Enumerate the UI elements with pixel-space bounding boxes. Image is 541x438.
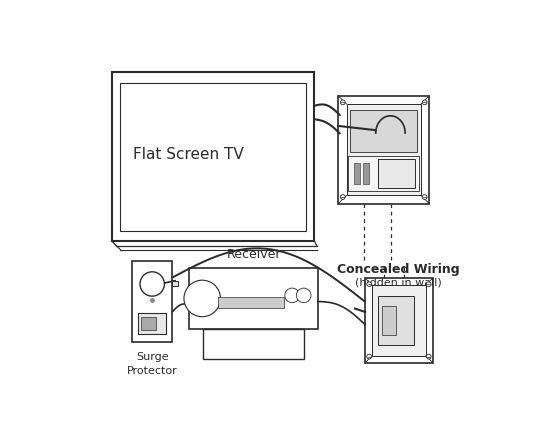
Circle shape bbox=[340, 101, 345, 106]
Bar bbox=[365, 279, 433, 363]
Bar bbox=[173, 281, 177, 287]
Bar bbox=[120, 84, 306, 231]
Text: Surge: Surge bbox=[136, 351, 168, 361]
Circle shape bbox=[367, 282, 372, 287]
Bar bbox=[354, 164, 360, 184]
Bar bbox=[338, 96, 430, 204]
Circle shape bbox=[423, 101, 427, 106]
Bar bbox=[132, 261, 173, 343]
Text: Protector: Protector bbox=[127, 366, 177, 375]
Bar bbox=[217, 297, 285, 308]
Circle shape bbox=[423, 195, 427, 200]
Bar bbox=[203, 329, 304, 360]
Circle shape bbox=[184, 281, 221, 317]
Circle shape bbox=[285, 289, 299, 303]
Bar bbox=[350, 111, 417, 152]
Circle shape bbox=[140, 272, 164, 297]
Circle shape bbox=[426, 282, 431, 287]
Circle shape bbox=[426, 354, 431, 359]
Bar bbox=[382, 306, 396, 336]
Bar bbox=[347, 105, 421, 196]
Text: Concealed Wiring: Concealed Wiring bbox=[337, 262, 459, 275]
Bar bbox=[138, 314, 167, 335]
Circle shape bbox=[367, 354, 372, 359]
Bar bbox=[348, 157, 419, 191]
Text: Flat Screen TV: Flat Screen TV bbox=[133, 146, 244, 161]
Bar bbox=[111, 73, 314, 241]
Bar bbox=[372, 285, 426, 356]
Circle shape bbox=[296, 289, 311, 303]
Bar bbox=[378, 296, 413, 346]
Bar bbox=[378, 159, 415, 189]
Bar bbox=[189, 268, 318, 329]
Bar bbox=[141, 318, 156, 331]
Bar bbox=[362, 164, 368, 184]
Text: Receiver: Receiver bbox=[226, 247, 281, 260]
Circle shape bbox=[340, 195, 345, 200]
Text: (hidden in wall): (hidden in wall) bbox=[355, 277, 441, 287]
